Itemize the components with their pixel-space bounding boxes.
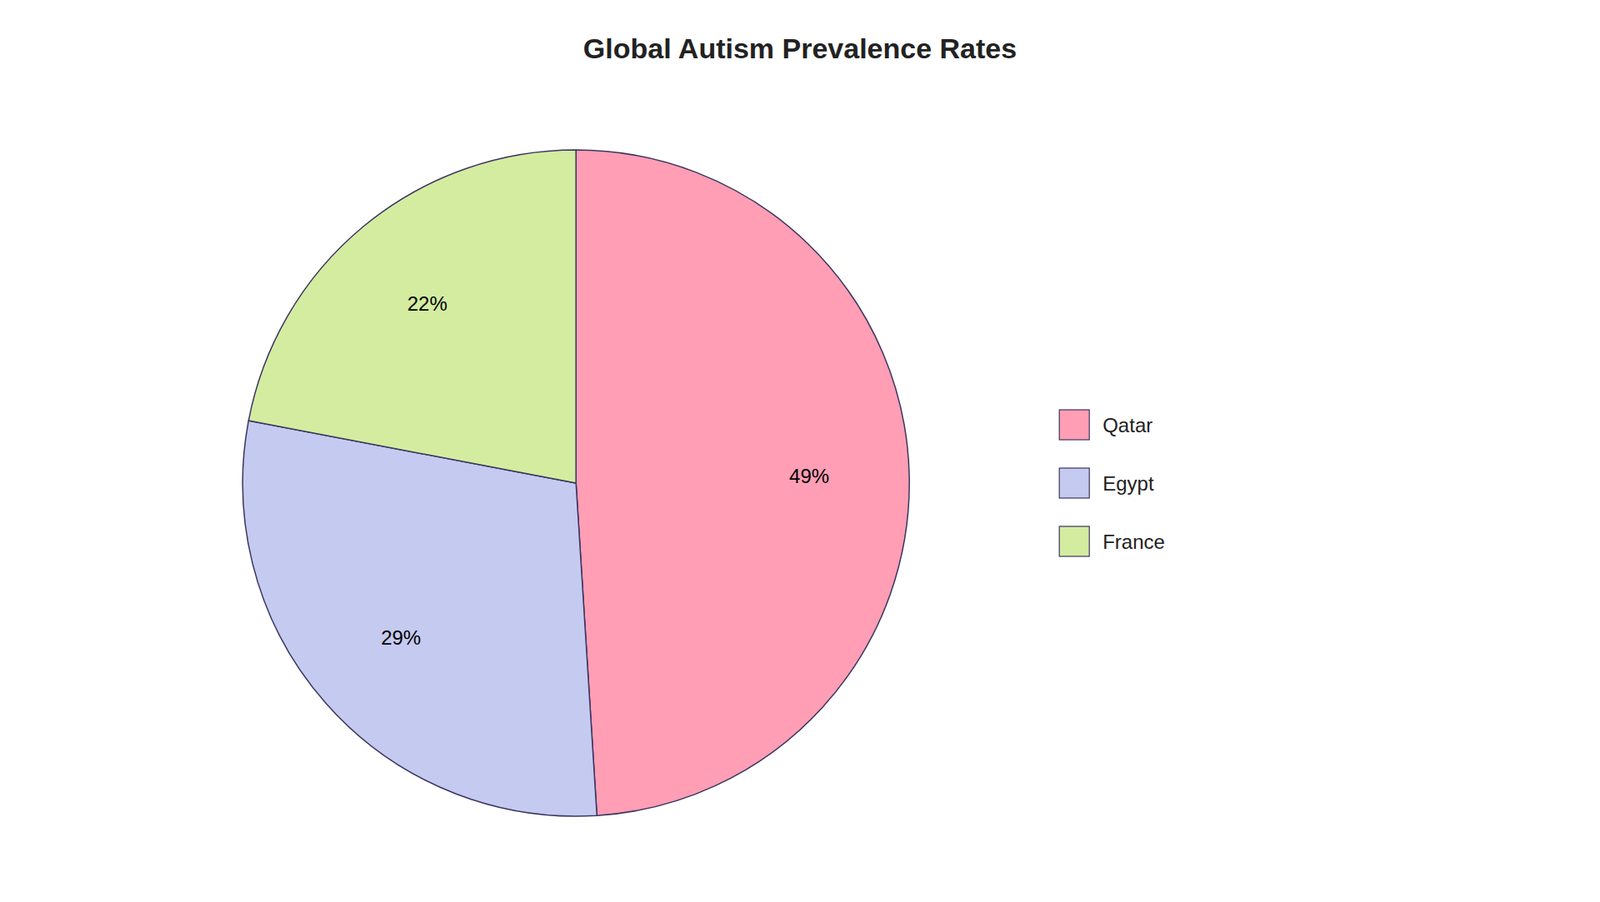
legend-label: France: [1102, 530, 1165, 554]
legend-label: Egypt: [1102, 472, 1155, 495]
title: Global Autism Prevalence Rates: [583, 32, 1017, 65]
legend-swatch: [1059, 410, 1090, 440]
chart: Global Autism Prevalence Rates 49% 29% 22% Q…: [0, 0, 1600, 902]
data-label: 49%: [789, 465, 830, 488]
data-label: 29%: [380, 626, 421, 650]
pie-slice: [242, 420, 597, 817]
pie-slice: [575, 150, 910, 816]
data-label: 22%: [407, 292, 448, 315]
legend-item: France: [1059, 526, 1165, 557]
pie-slice: [248, 150, 576, 484]
legend-item: Qatar: [1059, 410, 1153, 440]
legend-label: Qatar: [1102, 414, 1153, 437]
legend-item: Egypt: [1059, 468, 1155, 499]
legend-swatch: [1059, 468, 1090, 499]
legend: Qatar Egypt France: [1059, 410, 1165, 557]
data-labels: 49% 29% 22%: [380, 292, 830, 650]
legend-swatch: [1059, 526, 1090, 557]
pie: [242, 150, 910, 817]
